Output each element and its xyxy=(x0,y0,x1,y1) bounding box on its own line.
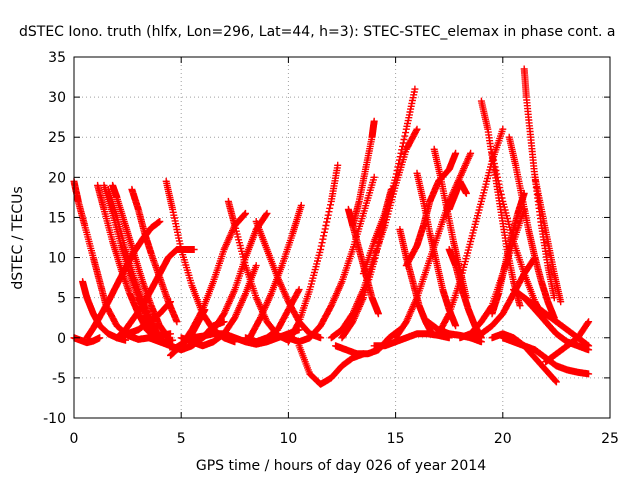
y-tick-label: 25 xyxy=(48,130,66,146)
x-tick-label: 25 xyxy=(601,431,619,447)
data-series xyxy=(113,298,174,342)
series-markers xyxy=(295,342,367,388)
series-layer xyxy=(70,65,593,388)
chart-title: dSTEC Iono. truth (hlfx, Lon=296, Lat=44… xyxy=(19,24,616,40)
y-tick-label: -5 xyxy=(52,371,66,387)
y-tick-label: 5 xyxy=(57,291,66,307)
data-series xyxy=(456,205,528,342)
x-tick-label: 0 xyxy=(70,431,79,447)
data-series xyxy=(467,254,539,342)
series-markers xyxy=(402,149,460,270)
series-markers xyxy=(445,177,470,213)
data-series xyxy=(332,326,404,358)
data-series xyxy=(246,201,305,342)
series-markers xyxy=(246,201,305,342)
y-tick-label: 30 xyxy=(48,90,66,106)
series-markers xyxy=(510,286,593,354)
series-markers xyxy=(359,185,395,278)
data-series xyxy=(402,149,460,270)
series-markers xyxy=(456,205,528,342)
y-axis-label: dSTEC / TECUs xyxy=(10,186,26,289)
data-series xyxy=(531,173,565,306)
x-tick-label: 20 xyxy=(494,431,512,447)
plot-frame xyxy=(73,56,611,419)
y-tick-label: 0 xyxy=(57,331,66,347)
data-series xyxy=(284,161,342,346)
series-markers xyxy=(370,330,453,350)
data-series xyxy=(488,330,560,386)
y-tick-label: -10 xyxy=(43,411,66,427)
y-tick-label: 35 xyxy=(48,50,66,66)
series-markers xyxy=(488,189,528,318)
y-tick-label: 10 xyxy=(48,251,66,267)
series-markers xyxy=(349,117,378,229)
axis-ticks: 0 5 10 15 20 25 -10 -5 0 5 10 15 20 25 30 35 xyxy=(43,50,619,447)
y-tick-label: 15 xyxy=(48,210,66,226)
series-markers xyxy=(284,161,342,346)
series-markers xyxy=(113,298,174,342)
series-markers xyxy=(467,254,539,342)
y-tick-label: 20 xyxy=(48,170,66,186)
series-markers xyxy=(488,330,560,386)
data-series xyxy=(295,342,367,388)
x-tick-label: 15 xyxy=(387,431,405,447)
x-tick-label: 10 xyxy=(279,431,297,447)
data-series xyxy=(359,185,395,278)
series-markers xyxy=(531,173,565,306)
data-series xyxy=(349,117,378,229)
data-series xyxy=(510,286,593,354)
series-markers xyxy=(332,326,404,358)
data-series xyxy=(488,189,528,318)
data-series xyxy=(370,330,453,350)
data-series xyxy=(445,177,470,213)
x-axis-label: GPS time / hours of day 026 of year 2014 xyxy=(196,458,486,474)
x-tick-label: 5 xyxy=(177,431,186,447)
